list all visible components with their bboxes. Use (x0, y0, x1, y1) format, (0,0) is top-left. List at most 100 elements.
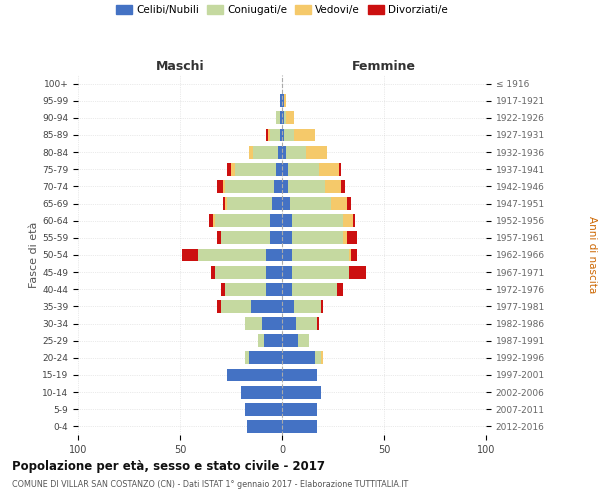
Bar (282, 334, 298, 347)
Bar (253, 146, 278, 158)
Bar (284, 94, 286, 107)
Bar (282, 197, 290, 210)
Bar (352, 248, 358, 262)
Bar (182, 248, 199, 262)
Bar (321, 300, 323, 313)
Bar (276, 163, 282, 175)
Bar (266, 266, 282, 278)
Bar (282, 248, 292, 262)
Bar (282, 403, 317, 415)
Bar (272, 197, 282, 210)
Bar (221, 283, 225, 296)
Bar (245, 403, 282, 415)
Bar (217, 300, 221, 313)
Bar (282, 368, 317, 382)
Bar (292, 283, 337, 296)
Bar (231, 163, 235, 175)
Bar (339, 163, 341, 175)
Bar (282, 214, 292, 227)
Bar (353, 214, 355, 227)
Bar (276, 112, 280, 124)
Bar (280, 112, 282, 124)
Bar (227, 368, 282, 382)
Text: Femmine: Femmine (352, 60, 416, 72)
Bar (282, 128, 284, 141)
Bar (343, 232, 347, 244)
Text: Anni di nascita: Anni di nascita (587, 216, 597, 294)
Bar (337, 283, 343, 296)
Bar (247, 420, 282, 433)
Bar (282, 300, 294, 313)
Bar (282, 266, 292, 278)
Bar (288, 163, 319, 175)
Bar (319, 163, 339, 175)
Bar (199, 248, 266, 262)
Bar (292, 248, 349, 262)
Bar (331, 197, 347, 210)
Bar (347, 197, 352, 210)
Bar (314, 352, 321, 364)
Bar (282, 232, 292, 244)
Bar (223, 180, 225, 193)
Bar (286, 112, 294, 124)
Bar (257, 334, 263, 347)
Bar (282, 112, 284, 124)
Bar (290, 197, 331, 210)
Bar (263, 334, 282, 347)
Bar (292, 266, 349, 278)
Bar (250, 352, 282, 364)
Bar (294, 300, 321, 313)
Bar (215, 266, 266, 278)
Bar (266, 248, 282, 262)
Bar (280, 94, 282, 107)
Bar (341, 180, 345, 193)
Bar (262, 317, 282, 330)
Bar (250, 146, 253, 158)
Bar (270, 214, 282, 227)
Bar (270, 128, 280, 141)
Bar (284, 112, 286, 124)
Bar (225, 283, 266, 296)
Text: Maschi: Maschi (155, 60, 205, 72)
Bar (209, 214, 212, 227)
Bar (280, 128, 282, 141)
Bar (215, 214, 270, 227)
Bar (212, 214, 215, 227)
Bar (282, 317, 296, 330)
Bar (221, 300, 251, 313)
Bar (266, 128, 268, 141)
Bar (274, 180, 282, 193)
Bar (349, 266, 365, 278)
Bar (245, 317, 262, 330)
Bar (294, 128, 314, 141)
Bar (227, 197, 272, 210)
Bar (251, 300, 282, 313)
Bar (347, 232, 358, 244)
Bar (296, 317, 317, 330)
Bar (286, 146, 307, 158)
Bar (292, 214, 343, 227)
Bar (307, 146, 327, 158)
Bar (298, 334, 308, 347)
Bar (235, 163, 276, 175)
Legend: Celibi/Nubili, Coniugati/e, Vedovi/e, Divorziati/e: Celibi/Nubili, Coniugati/e, Vedovi/e, Di… (112, 1, 452, 20)
Bar (217, 232, 221, 244)
Bar (282, 283, 292, 296)
Bar (292, 232, 343, 244)
Bar (278, 146, 282, 158)
Bar (282, 352, 314, 364)
Bar (282, 146, 286, 158)
Bar (284, 128, 294, 141)
Bar (241, 386, 282, 398)
Bar (217, 180, 223, 193)
Bar (282, 420, 317, 433)
Bar (225, 180, 274, 193)
Bar (270, 232, 282, 244)
Text: Popolazione per età, sesso e stato civile - 2017: Popolazione per età, sesso e stato civil… (12, 460, 325, 473)
Bar (325, 180, 341, 193)
Bar (225, 197, 227, 210)
Bar (282, 386, 321, 398)
Bar (266, 283, 282, 296)
Bar (288, 180, 325, 193)
Bar (211, 266, 215, 278)
